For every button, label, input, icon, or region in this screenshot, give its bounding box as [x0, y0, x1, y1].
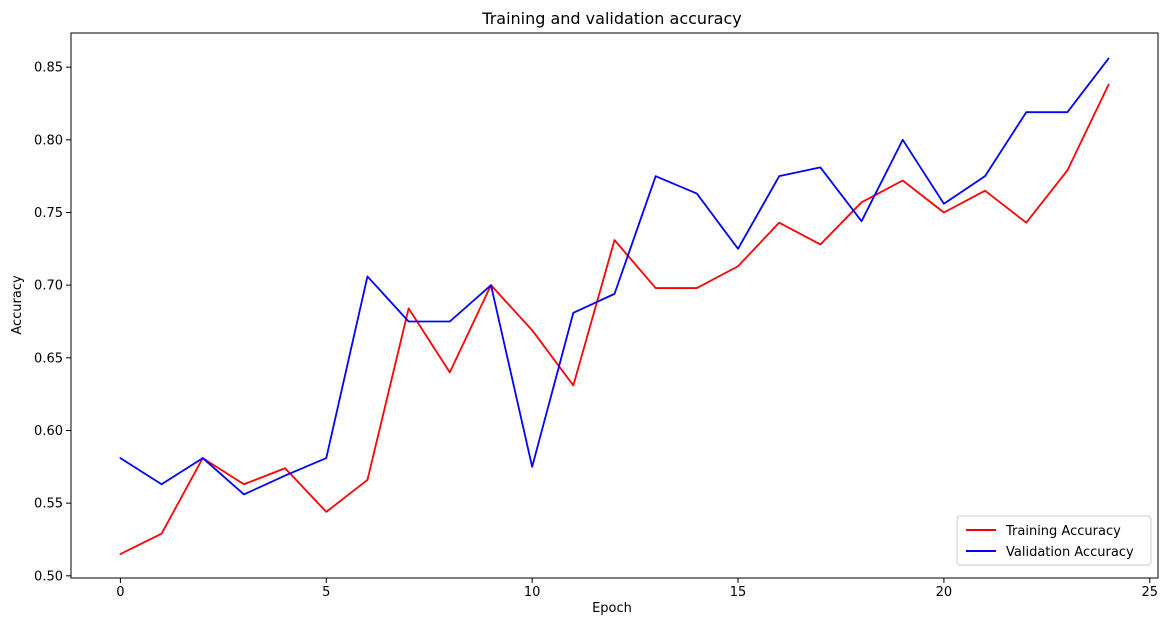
x-tick-label: 10 [524, 585, 541, 600]
training-accuracy-point [531, 329, 533, 331]
training-accuracy-point [1025, 222, 1027, 224]
x-axis-ticks: 0 5 10 15 20 25 [116, 578, 1158, 600]
training-accuracy-point [408, 308, 410, 310]
y-axis-ticks: 0.50 0.55 0.60 0.65 0.70 0.75 0.80 0.85 [34, 61, 71, 584]
validation-accuracy-point [325, 457, 327, 459]
x-tick-label: 15 [730, 585, 747, 600]
training-accuracy-point [1067, 169, 1069, 171]
y-tick-label: 0.85 [34, 61, 63, 76]
validation-accuracy-point [778, 175, 780, 177]
validation-accuracy-point [696, 193, 698, 195]
y-axis-label: Accuracy [10, 275, 25, 335]
legend-box [956, 515, 1152, 566]
training-accuracy-line [119, 83, 1110, 555]
validation-accuracy-point [655, 175, 657, 177]
training-accuracy-point [696, 287, 698, 289]
y-tick-label: 0.50 [34, 569, 63, 584]
training-accuracy-point [120, 553, 122, 555]
y-tick-label: 0.60 [34, 424, 63, 439]
validation-accuracy-point [572, 312, 574, 314]
training-accuracy-point [325, 511, 327, 513]
validation-accuracy-point [861, 220, 863, 222]
y-tick-label: 0.75 [34, 206, 63, 221]
validation-accuracy-point [902, 139, 904, 141]
legend-label-validation: Validation Accuracy [1006, 545, 1134, 560]
training-accuracy-point [778, 222, 780, 224]
training-accuracy-point [819, 244, 821, 246]
validation-accuracy-point [1108, 58, 1110, 60]
validation-accuracy-point [161, 483, 163, 485]
validation-accuracy-point [284, 475, 286, 477]
chart-title: Training and validation accuracy [481, 9, 741, 28]
training-accuracy-point [161, 533, 163, 535]
validation-accuracy-point [202, 457, 204, 459]
x-tick-label: 20 [936, 585, 953, 600]
y-tick-label: 0.70 [34, 279, 63, 294]
legend: Training Accuracy Validation Accuracy [956, 515, 1152, 566]
validation-accuracy-point [614, 293, 616, 295]
training-accuracy-point [243, 483, 245, 485]
y-tick-label: 0.65 [34, 351, 63, 366]
plot-frame [70, 32, 1159, 579]
training-accuracy-point [572, 385, 574, 387]
training-accuracy-point [655, 287, 657, 289]
validation-accuracy-point [737, 248, 739, 250]
validation-accuracy-point [984, 175, 986, 177]
training-accuracy-point [1108, 84, 1110, 86]
validation-accuracy-point [449, 321, 451, 323]
validation-accuracy-point [531, 466, 533, 468]
x-tick-label: 0 [116, 585, 124, 600]
validation-accuracy-point [243, 494, 245, 496]
validation-accuracy-point [367, 276, 369, 278]
series-layer [119, 57, 1110, 555]
validation-accuracy-point [490, 284, 492, 286]
x-axis-label: Epoch [592, 601, 632, 616]
training-accuracy-point [984, 190, 986, 192]
validation-accuracy-point [408, 321, 410, 323]
validation-accuracy-point [1025, 111, 1027, 113]
training-accuracy-point [284, 467, 286, 469]
validation-accuracy-point [819, 167, 821, 169]
y-tick-label: 0.80 [34, 133, 63, 148]
training-accuracy-point [614, 239, 616, 241]
validation-accuracy-point [1067, 111, 1069, 113]
legend-label-training: Training Accuracy [1005, 524, 1121, 539]
x-tick-label: 25 [1141, 585, 1158, 600]
training-accuracy-point [861, 201, 863, 203]
training-accuracy-point [737, 265, 739, 267]
validation-accuracy-point [943, 203, 945, 205]
training-accuracy-point [902, 180, 904, 182]
y-tick-label: 0.55 [34, 497, 63, 512]
validation-accuracy-line [119, 57, 1110, 496]
training-accuracy-point [367, 479, 369, 481]
training-accuracy-point [449, 371, 451, 373]
training-accuracy-point [943, 212, 945, 214]
validation-accuracy-point [120, 457, 122, 459]
x-tick-label: 5 [322, 585, 330, 600]
